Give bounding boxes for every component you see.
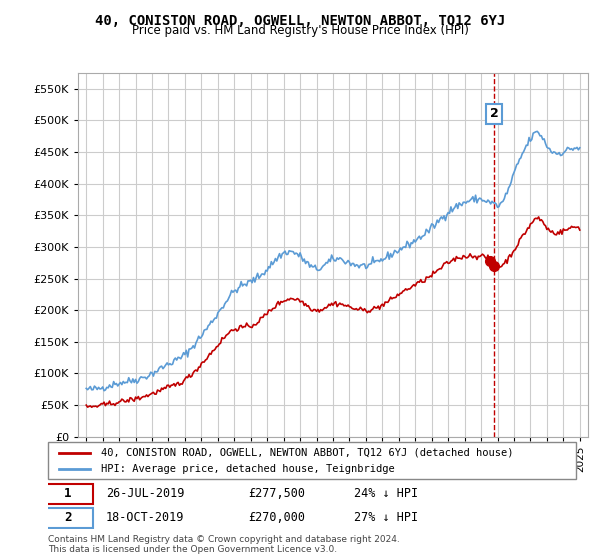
Text: Contains HM Land Registry data © Crown copyright and database right 2024.
This d: Contains HM Land Registry data © Crown c…: [48, 535, 400, 554]
Text: 40, CONISTON ROAD, OGWELL, NEWTON ABBOT, TQ12 6YJ: 40, CONISTON ROAD, OGWELL, NEWTON ABBOT,…: [95, 14, 505, 28]
Text: 40, CONISTON ROAD, OGWELL, NEWTON ABBOT, TQ12 6YJ (detached house): 40, CONISTON ROAD, OGWELL, NEWTON ABBOT,…: [101, 447, 513, 458]
Text: £277,500: £277,500: [248, 487, 305, 501]
Text: 2: 2: [64, 511, 71, 524]
Text: 2: 2: [490, 108, 499, 120]
Text: 1: 1: [64, 487, 71, 501]
Text: 24% ↓ HPI: 24% ↓ HPI: [354, 487, 418, 501]
Text: £270,000: £270,000: [248, 511, 305, 524]
Text: HPI: Average price, detached house, Teignbridge: HPI: Average price, detached house, Teig…: [101, 464, 395, 474]
Text: 27% ↓ HPI: 27% ↓ HPI: [354, 511, 418, 524]
Text: 26-JUL-2019: 26-JUL-2019: [106, 487, 184, 501]
FancyBboxPatch shape: [43, 508, 93, 528]
FancyBboxPatch shape: [43, 484, 93, 504]
Text: 18-OCT-2019: 18-OCT-2019: [106, 511, 184, 524]
FancyBboxPatch shape: [48, 442, 576, 479]
Text: Price paid vs. HM Land Registry's House Price Index (HPI): Price paid vs. HM Land Registry's House …: [131, 24, 469, 37]
